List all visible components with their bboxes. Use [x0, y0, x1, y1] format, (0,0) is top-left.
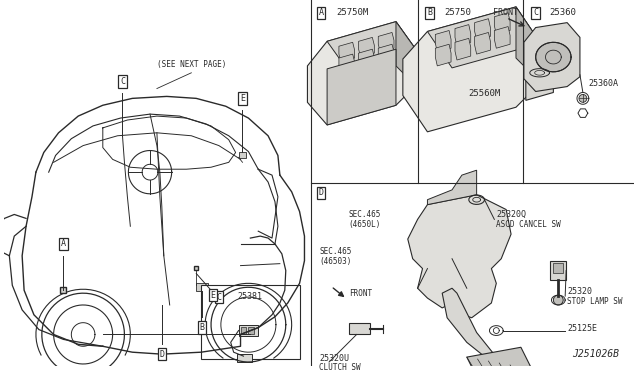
Polygon shape [378, 32, 394, 52]
Text: FRONT: FRONT [493, 8, 518, 17]
Polygon shape [403, 7, 541, 132]
Bar [554, 263, 563, 273]
Text: E: E [240, 94, 245, 103]
Polygon shape [408, 195, 511, 318]
Text: D: D [319, 188, 324, 197]
Polygon shape [327, 49, 396, 125]
Bar [241, 327, 246, 334]
Text: 25750: 25750 [444, 8, 471, 17]
Polygon shape [435, 44, 451, 66]
Text: 25381: 25381 [238, 292, 263, 301]
Bar [239, 153, 246, 158]
Text: 25360: 25360 [549, 8, 576, 17]
Polygon shape [494, 13, 510, 35]
Polygon shape [358, 37, 374, 57]
Bar [349, 323, 371, 334]
Polygon shape [339, 54, 355, 74]
Polygon shape [442, 288, 506, 367]
Polygon shape [455, 38, 471, 60]
Text: 25125E: 25125E [567, 324, 597, 333]
Polygon shape [516, 7, 541, 83]
Text: FRONT: FRONT [349, 289, 372, 298]
Circle shape [554, 295, 563, 305]
Text: A: A [61, 240, 66, 248]
Polygon shape [358, 49, 374, 69]
Text: 25320U: 25320U [319, 354, 349, 363]
Bar [196, 283, 208, 291]
Text: (SEE NEXT PAGE): (SEE NEXT PAGE) [157, 60, 226, 69]
Bar [239, 325, 258, 336]
Polygon shape [455, 25, 471, 46]
Polygon shape [435, 31, 451, 52]
Text: C: C [120, 77, 125, 86]
Text: 25560M: 25560M [468, 89, 501, 98]
Text: 25320Q: 25320Q [496, 210, 526, 219]
Bar [201, 285, 300, 359]
Text: A: A [319, 8, 324, 17]
Polygon shape [339, 42, 355, 62]
Text: CLUTCH SW: CLUTCH SW [319, 363, 361, 372]
Polygon shape [475, 32, 490, 54]
Text: (46503): (46503) [319, 257, 351, 266]
Text: D: D [159, 350, 164, 359]
Text: (4650L): (4650L) [349, 220, 381, 229]
Text: STOP LAMP SW: STOP LAMP SW [567, 296, 623, 305]
Polygon shape [536, 42, 571, 72]
Polygon shape [327, 22, 415, 69]
Text: B: B [200, 323, 205, 332]
Bar [237, 354, 252, 362]
Text: 25360A: 25360A [589, 79, 619, 88]
Text: B: B [427, 8, 432, 17]
Text: C: C [533, 8, 538, 17]
Polygon shape [524, 23, 580, 92]
Text: 25750M: 25750M [336, 8, 368, 17]
Bar [550, 261, 566, 280]
Text: E: E [211, 291, 216, 299]
Text: J251026B: J251026B [572, 349, 620, 359]
Polygon shape [428, 170, 477, 205]
Polygon shape [396, 22, 415, 86]
Text: SEC.465: SEC.465 [349, 210, 381, 219]
Polygon shape [494, 26, 510, 48]
Polygon shape [428, 7, 541, 68]
Text: ASCD CANCEL SW: ASCD CANCEL SW [496, 220, 561, 229]
Polygon shape [475, 19, 490, 40]
Polygon shape [307, 22, 415, 125]
Text: SEC.465: SEC.465 [319, 247, 351, 256]
Bar [248, 327, 254, 334]
Polygon shape [467, 347, 531, 372]
Circle shape [579, 94, 587, 102]
Polygon shape [378, 44, 394, 64]
Polygon shape [526, 53, 554, 100]
Text: C: C [216, 293, 221, 302]
Text: 25320: 25320 [567, 287, 592, 296]
